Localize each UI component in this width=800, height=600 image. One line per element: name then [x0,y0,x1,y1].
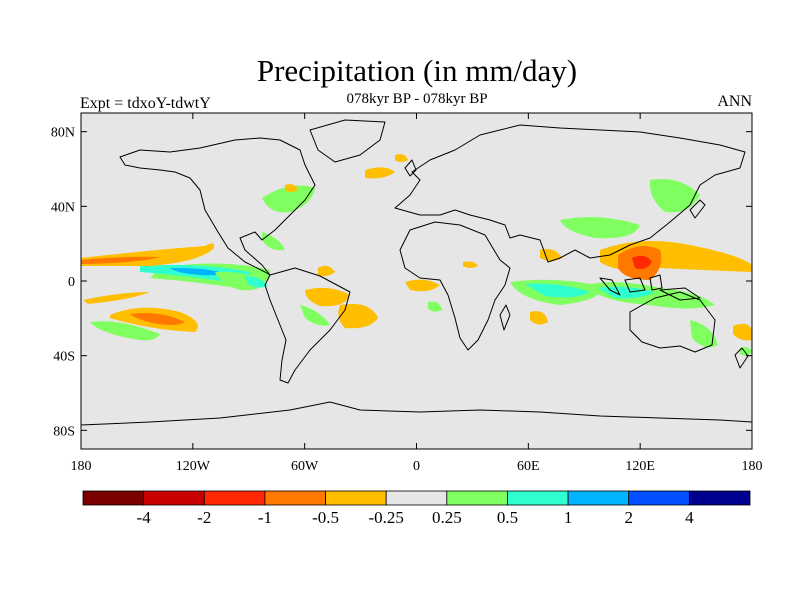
anomaly-positive-region [649,179,700,213]
anomaly-negative-region [733,323,752,341]
lon-tick-label: 120E [625,459,655,474]
colorbar-swatch [567,490,630,506]
colorbar-swatch [143,490,205,506]
anomaly-negative-region [285,184,298,192]
anomaly-positive-region [262,232,285,251]
colorbar-swatch [507,490,569,506]
colorbar-label: -0.5 [312,508,339,527]
anomaly-negative-region [530,311,548,325]
colorbar-swatch [203,490,266,506]
coastline-british-isles [404,159,417,177]
lon-tick-label: 180 [71,459,92,474]
anomaly-negative-region [305,287,350,307]
colorbar-label: 0.5 [497,508,518,527]
coastline-eurasia [394,124,746,263]
latitude-axis: 80N 40N 0 40S 80S [51,126,752,439]
coastline-antarctica [81,401,752,426]
coastline-africa [399,221,511,351]
colorbar-swatch [628,490,690,506]
anomaly-positive-region [262,185,315,213]
anomaly-negative-region [365,167,395,179]
anomaly-negative-region [130,313,185,325]
anomaly-positive-region [690,320,718,348]
coastline-madagascar [499,304,511,331]
anomaly-negative-region [632,255,652,270]
lat-tick-label: 40N [51,200,75,215]
anomaly-negative-region [81,256,160,264]
experiment-label: Expt = tdxoY-tdwtY [80,95,211,112]
colorbar-label: 1 [564,508,573,527]
longitude-axis: 180 120W 60W 0 60E 120E 180 [71,113,763,474]
map-panel: 80N 40N 0 40S 80S 180 120W 60W 0 60E 120E 180 [51,112,763,474]
coastline-south-america [264,267,351,384]
anomaly-positive-region [90,321,160,341]
lat-tick-label: 0 [68,275,75,290]
colorbar-swatch [82,490,145,506]
anomaly-positive-region [560,216,640,239]
anomaly-negative-region [540,249,562,261]
anomaly-negative-region [395,154,408,162]
anomaly-fills [81,154,752,356]
colorbar: -4 -2 -1 -0.5 -0.25 0.25 0.5 1 2 4 [82,490,751,527]
lon-tick-label: 0 [413,459,420,474]
colorbar-label: 2 [624,508,633,527]
anomaly-negative-region [318,265,335,276]
anomaly-negative-region [405,279,440,292]
colorbar-swatch [264,490,326,506]
colorbar-label: -2 [197,508,211,527]
coastline-greenland [309,119,386,163]
figure-subtitle: 078kyr BP - 078kyr BP [346,91,487,107]
lon-tick-label: 120W [176,459,211,474]
colorbar-swatch [688,490,751,506]
lon-tick-label: 60W [291,459,319,474]
coastline-australia [629,291,716,353]
colorbar-label: -0.25 [368,508,403,527]
colorbar-label: 4 [685,508,694,527]
colorbar-label: 0.25 [432,508,462,527]
colorbar-label: -1 [258,508,272,527]
anomaly-negative-region [463,261,478,268]
colorbar-swatch [385,490,448,506]
anomaly-positive-region [525,283,590,298]
season-label: ANN [717,93,752,110]
coastline-maritime-continent [599,274,701,301]
anomaly-positive-region [300,305,330,326]
anomaly-positive-region [245,276,268,288]
lon-tick-label: 180 [742,459,763,474]
lat-tick-label: 80N [51,126,75,141]
lon-tick-label: 60E [517,459,540,474]
coastline-north-america [119,137,316,276]
figure-title: Precipitation (in mm/day) [257,53,577,88]
anomaly-negative-region [83,292,150,304]
coastline-japan [689,199,706,219]
lat-tick-label: 80S [53,424,75,439]
colorbar-label: -4 [137,508,152,527]
colorbar-swatch [325,490,387,506]
anomaly-negative-region [338,303,378,329]
lat-tick-label: 40S [53,350,75,365]
anomaly-positive-region [598,286,655,299]
anomaly-positive-region [170,267,225,276]
colorbar-swatch [446,490,508,506]
anomaly-positive-region [428,301,442,312]
coastlines [81,119,752,426]
